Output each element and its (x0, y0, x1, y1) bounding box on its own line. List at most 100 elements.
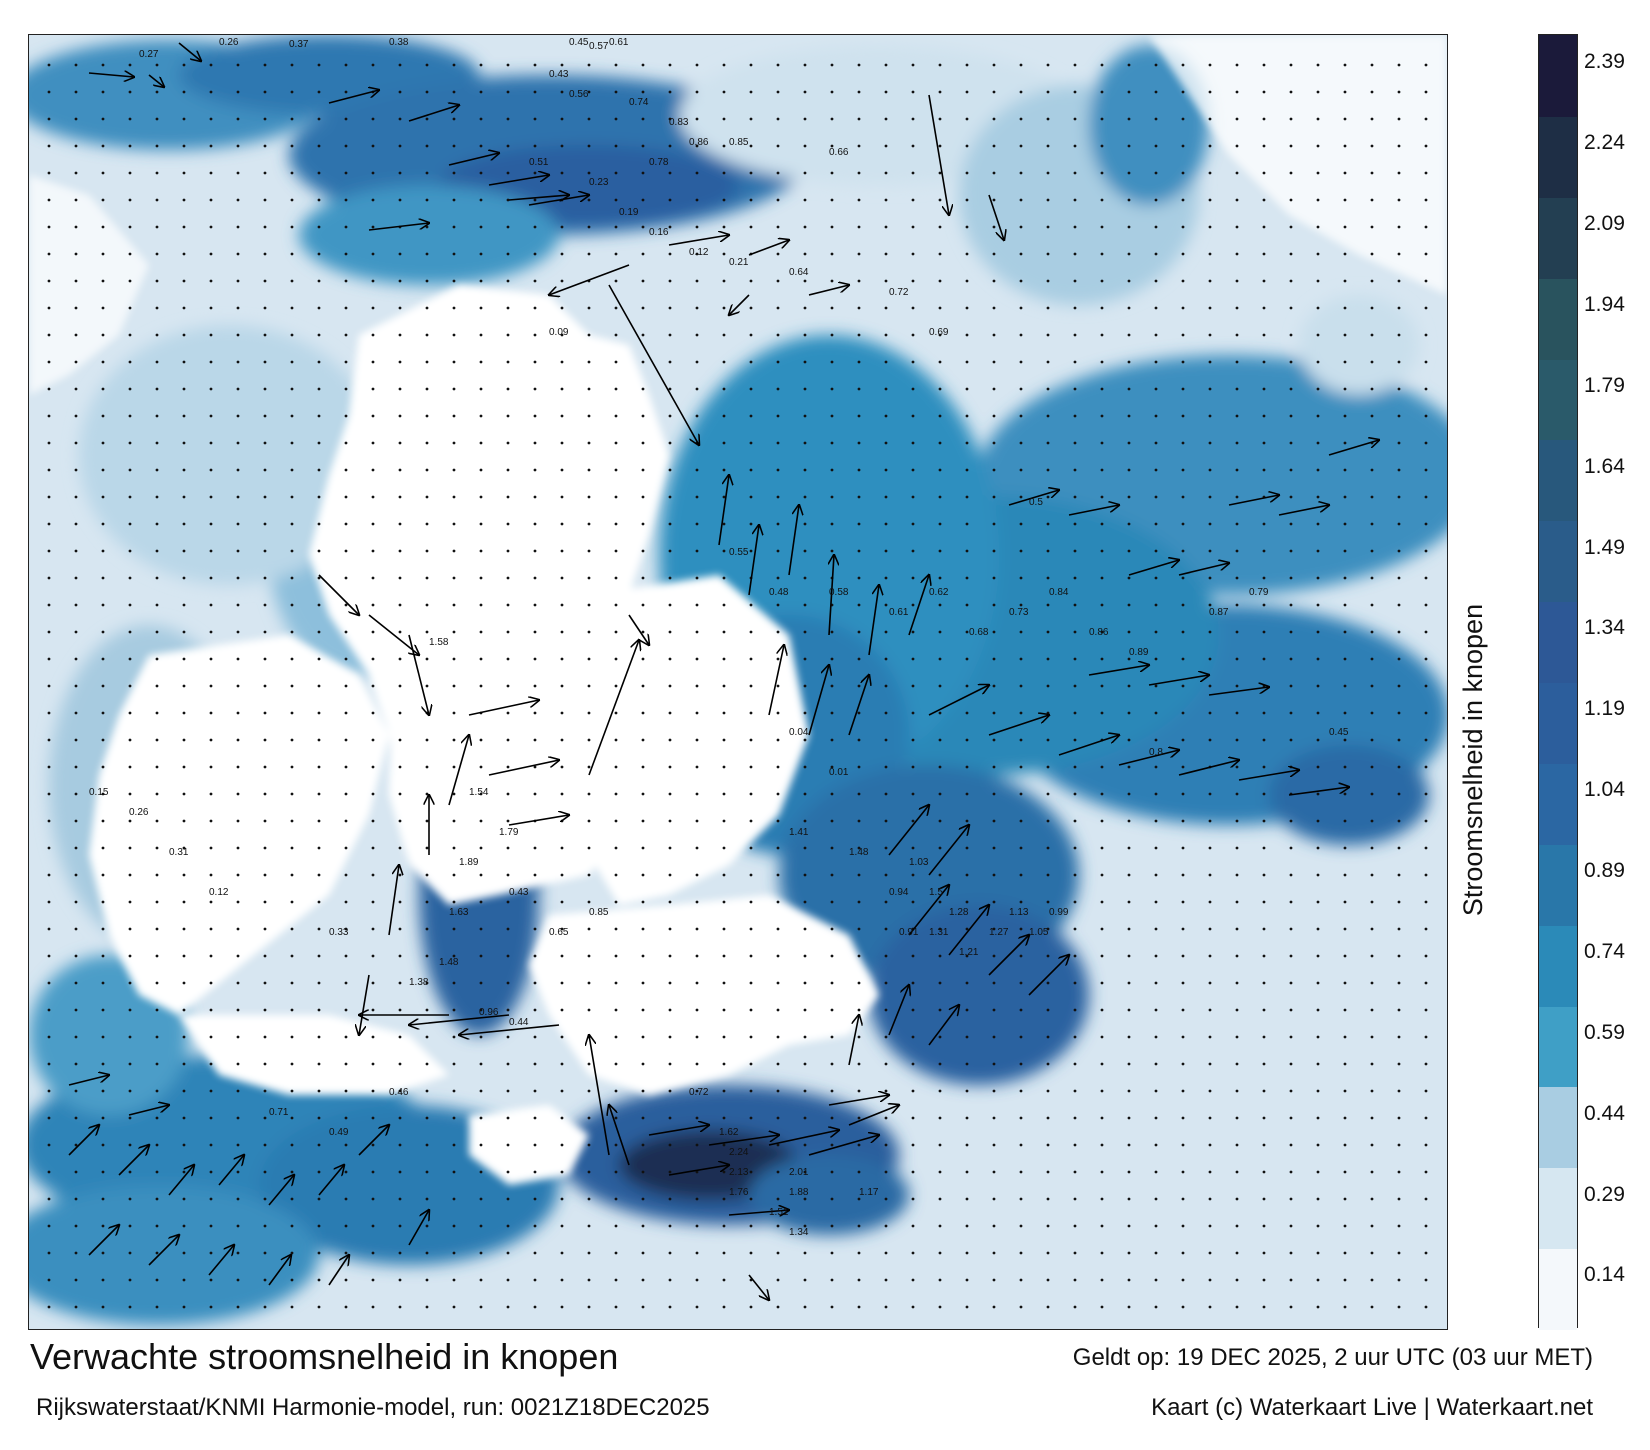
colorbar-segment (1539, 762, 1577, 845)
current-speed-map: 0.27 0.26 0.37 0.38 0.45 0.57 0.61 0.43 0.56 0.74… (28, 34, 1448, 1330)
speed-value-label: 0.48 (769, 587, 789, 598)
colorbar-segment (1539, 1248, 1577, 1330)
speed-value-label: 0.78 (649, 157, 669, 168)
map-credit: Kaart (c) Waterkaart Live | Waterkaart.n… (1151, 1394, 1593, 1421)
speed-value-label: 0.91 (899, 927, 919, 938)
speed-value-label: 0.26 (219, 37, 239, 48)
speed-value-label: 0.45 (569, 37, 589, 48)
colorbar-segment (1539, 601, 1577, 683)
speed-value-label: 0.43 (549, 69, 569, 80)
speed-value-label: 1.5 (929, 887, 943, 898)
speed-value-label: 1.76 (729, 1187, 749, 1198)
map-title: Verwachte stroomsnelheid in knopen (30, 1336, 619, 1377)
colorbar-tick-label: 0.44 (1584, 1101, 1625, 1125)
speed-value-label: 0.89 (1129, 647, 1149, 658)
colorbar-segment (1539, 843, 1577, 926)
speed-value-label: 0.44 (509, 1017, 529, 1028)
colorbar-segment (1539, 196, 1577, 279)
speed-value-label: 0.61 (609, 37, 629, 48)
colorbar-segment (1539, 520, 1577, 603)
speed-value-label: 0.62 (929, 587, 949, 598)
model-run-label: Rijkswaterstaat/KNMI Harmonie-model, run… (36, 1394, 710, 1421)
speed-value-label: 0.01 (829, 767, 849, 778)
speed-value-label: 1.54 (469, 787, 489, 798)
colorbar-tick-label: 0.89 (1584, 859, 1625, 883)
speed-value-label: 0.12 (209, 887, 229, 898)
colorbar-segment (1539, 682, 1577, 764)
colorbar-title: Stroomsnelheid in knopen (1458, 603, 1488, 917)
speed-value-label: 0.19 (619, 207, 639, 218)
colorbar-tick-label: 2.39 (1584, 50, 1625, 74)
speed-value-label: 0.37 (289, 39, 309, 50)
speed-value-label: 0.72 (689, 1087, 709, 1098)
speed-value-label: 0.31 (169, 847, 189, 858)
speed-value-label: 0.72 (889, 287, 909, 298)
colorbar-tick-label: 2.24 (1584, 131, 1625, 155)
speed-value-label: 2.13 (729, 1167, 749, 1178)
speed-value-label: 0.5 (1029, 497, 1043, 508)
colorbar-segment (1539, 115, 1577, 198)
speed-value-label: 1.17 (859, 1187, 879, 1198)
speed-value-label: 2.24 (729, 1147, 749, 1158)
speed-value-label: 1.41 (789, 827, 809, 838)
colorbar-tick-label: 1.49 (1584, 535, 1625, 559)
colorbar-segment (1539, 1005, 1577, 1088)
speed-value-label: 0.96 (479, 1007, 499, 1018)
speed-value-label: 0.16 (649, 227, 669, 238)
speed-value-label: 0.66 (829, 147, 849, 158)
speed-value-label: 0.27 (139, 49, 159, 60)
speed-field (29, 35, 1447, 1329)
current-grid-dots (47, 63, 1428, 1309)
speed-value-label: 0.33 (329, 927, 349, 938)
colorbar-segment (1539, 924, 1577, 1007)
colorbar-tick-label: 1.34 (1584, 616, 1625, 640)
colorbar-tick-label: 0.29 (1584, 1182, 1625, 1206)
speed-value-label: 0.65 (549, 927, 569, 938)
speed-colorbar (1538, 34, 1578, 1330)
colorbar-tick-label: 1.79 (1584, 373, 1625, 397)
speed-value-label: 1.79 (499, 827, 519, 838)
speed-value-label: 0.99 (1049, 907, 1069, 918)
map-canvas: 0.270.26 0.37 0.38 0.45 0.57 0.610.430.560.74… (29, 35, 1447, 1329)
speed-value-label: 0.23 (589, 177, 609, 188)
colorbar-segment (1539, 35, 1577, 117)
colorbar-tick-label: 0.14 (1584, 1263, 1625, 1287)
land (29, 35, 1447, 1185)
speed-value-label: 0.8 (1149, 747, 1163, 758)
speed-value-label: 0.85 (589, 907, 609, 918)
speed-value-label: 1.48 (439, 957, 459, 968)
speed-value-label: 1.27 (989, 927, 1009, 938)
colorbar-tick-label: 1.04 (1584, 778, 1625, 802)
speed-value-label: 1.63 (449, 907, 469, 918)
speed-value-label: 1.31 (929, 927, 949, 938)
colorbar-tick-label: 2.09 (1584, 212, 1625, 236)
colorbar-tick-label: 1.64 (1584, 454, 1625, 478)
speed-value-label: 0.94 (889, 887, 909, 898)
speed-value-label: 2.01 (789, 1167, 809, 1178)
speed-value-label: 1.28 (949, 907, 969, 918)
speed-value-label: 0.85 (729, 137, 749, 148)
speed-value-label: 1.48 (849, 847, 869, 858)
speed-value-label: 0.87 (1209, 607, 1229, 618)
speed-value-label: 0.45 (1329, 727, 1349, 738)
speed-value-label: 0.84 (1049, 587, 1069, 598)
speed-value-label: 1.88 (789, 1187, 809, 1198)
speed-value-label: 0.55 (729, 547, 749, 558)
colorbar-tick-label: 0.74 (1584, 939, 1625, 963)
speed-value-label: 0.51 (529, 157, 549, 168)
speed-value-label: 1.38 (409, 977, 429, 988)
speed-value-label: 1.51 (769, 1207, 789, 1218)
speed-value-label: 0.83 (669, 117, 689, 128)
speed-value-label: 0.56 (569, 89, 589, 100)
speed-value-label: 0.71 (269, 1107, 289, 1118)
colorbar-tick-label: 1.19 (1584, 697, 1625, 721)
speed-value-label: 0.57 (589, 41, 609, 52)
speed-labels: 0.270.26 0.37 0.38 0.45 0.57 0.610.430.560.74… (89, 37, 1349, 1238)
colorbar-segment (1539, 358, 1577, 441)
colorbar-segment (1539, 277, 1577, 360)
colorbar-segment (1539, 1167, 1577, 1250)
speed-value-label: 1.62 (719, 1127, 739, 1138)
colorbar-tick-label: 1.94 (1584, 292, 1625, 316)
speed-value-label: 0.12 (689, 247, 709, 258)
speed-value-label: 0.38 (389, 37, 409, 48)
